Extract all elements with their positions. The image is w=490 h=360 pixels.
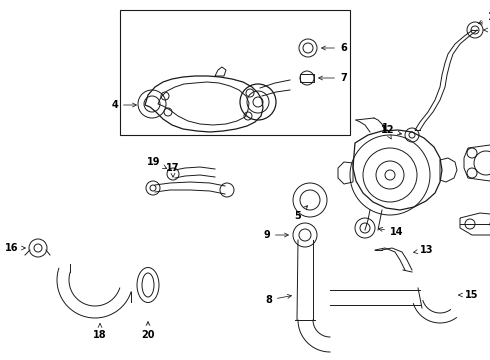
- Text: 4: 4: [111, 100, 136, 110]
- Text: 5: 5: [294, 206, 308, 221]
- Text: 8: 8: [265, 294, 292, 305]
- Text: 2: 2: [0, 359, 1, 360]
- Text: 10: 10: [478, 12, 490, 24]
- Text: 16: 16: [4, 243, 25, 253]
- Text: 6: 6: [321, 43, 347, 53]
- Text: 15: 15: [459, 290, 479, 300]
- Text: 3: 3: [0, 359, 1, 360]
- Text: 18: 18: [93, 324, 107, 340]
- Text: 19: 19: [147, 157, 167, 168]
- Text: 11: 11: [484, 25, 490, 35]
- Text: 1: 1: [382, 123, 391, 139]
- Text: 20: 20: [141, 321, 155, 340]
- Text: 7: 7: [318, 73, 347, 83]
- Text: 14: 14: [379, 227, 403, 237]
- Text: 17: 17: [166, 163, 180, 177]
- Text: 9: 9: [263, 230, 289, 240]
- Bar: [120, 10, 350, 135]
- Text: 13: 13: [414, 245, 434, 255]
- Bar: [300, 74, 314, 82]
- Text: 12: 12: [381, 125, 401, 135]
